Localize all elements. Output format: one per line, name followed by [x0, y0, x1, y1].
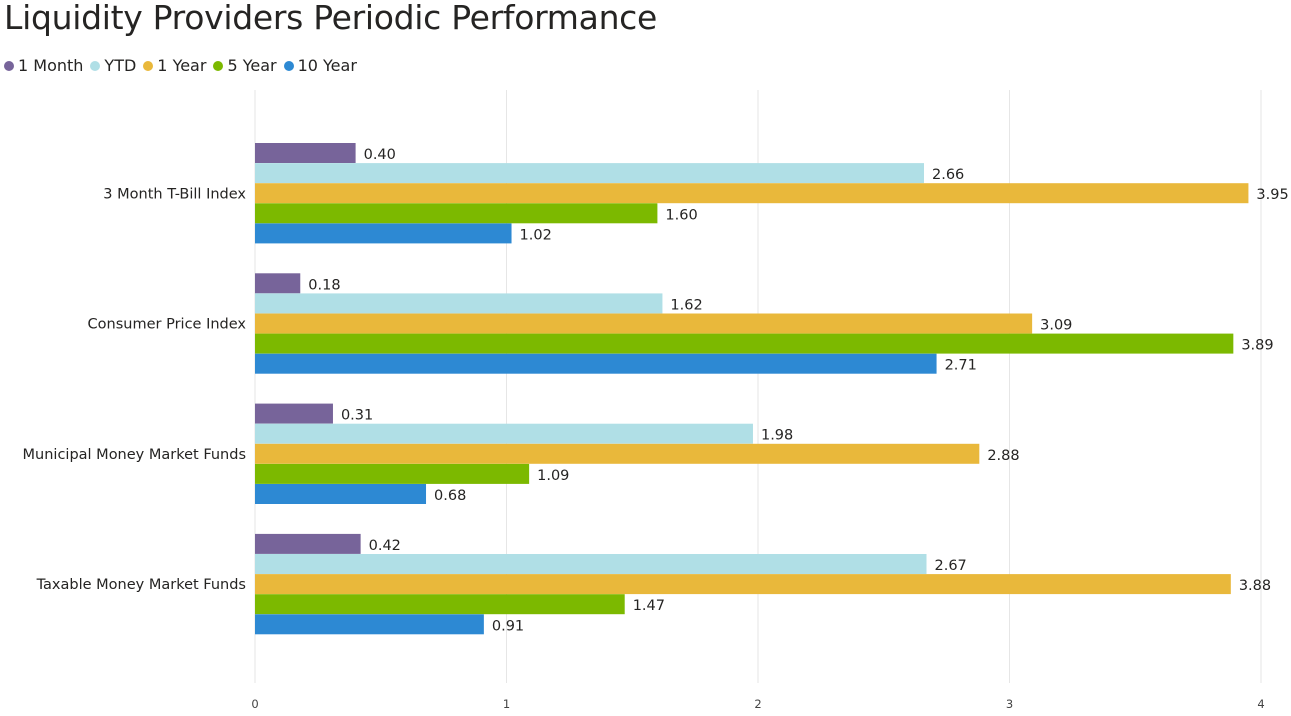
bar: [255, 183, 1249, 204]
bar: [255, 533, 361, 554]
data-label: 0.91: [492, 618, 524, 634]
bar: [255, 313, 1033, 334]
data-label: 1.62: [670, 297, 702, 313]
data-label: 3.95: [1256, 187, 1288, 203]
x-tick-label: 0: [251, 697, 258, 711]
bar: [255, 353, 937, 374]
bar: [255, 163, 924, 184]
data-label: 3.09: [1040, 318, 1072, 334]
bar: [255, 403, 333, 424]
legend-marker: [143, 60, 154, 71]
category-label: Taxable Money Market Funds: [36, 577, 246, 593]
bar: [255, 293, 663, 314]
bar: [255, 554, 927, 574]
legend-item: 1 Month: [4, 56, 83, 75]
legend-item: 10 Year: [283, 56, 357, 75]
legend-item: 1 Year: [143, 56, 206, 75]
bar: [255, 614, 484, 635]
bar: [255, 484, 427, 504]
bar: [255, 423, 753, 444]
data-label: 0.18: [308, 277, 340, 293]
category-label: Municipal Money Market Funds: [23, 447, 246, 463]
data-label: 0.40: [364, 147, 396, 163]
category-label: Consumer Price Index: [88, 317, 247, 333]
bar: [255, 443, 980, 464]
legend-label: 10 Year: [297, 56, 357, 75]
bar: [255, 223, 512, 244]
legend-label: 1 Month: [18, 56, 84, 75]
data-label: 2.66: [932, 167, 964, 183]
data-label: 1.60: [665, 207, 697, 223]
legend-label: 1 Year: [157, 56, 207, 75]
data-label: 3.89: [1241, 338, 1273, 354]
bar: [255, 594, 625, 615]
x-tick-label: 2: [754, 697, 761, 711]
legend-item: YTD: [90, 56, 136, 75]
data-label: 0.68: [434, 488, 466, 504]
legend-item: 5 Year: [213, 56, 277, 75]
chart-legend: 1 Month YTD 1 Year 5 Year 10 Year: [4, 56, 364, 75]
data-label: 1.47: [633, 598, 665, 614]
category-label: 3 Month T-Bill Index: [103, 186, 246, 202]
legend-label: YTD: [104, 56, 137, 75]
bar: [255, 273, 301, 294]
x-tick-label: 4: [1257, 697, 1264, 711]
bar: [255, 463, 530, 484]
legend-label: 5 Year: [227, 56, 277, 75]
x-tick-label: 1: [503, 697, 510, 711]
data-label: 1.02: [520, 227, 552, 243]
data-label: 2.67: [935, 558, 967, 574]
x-tick-label: 3: [1006, 697, 1013, 711]
data-label: 3.88: [1239, 578, 1271, 594]
legend-marker: [213, 60, 224, 71]
chart-title: Liquidity Providers Periodic Performance: [4, 0, 658, 37]
data-label: 0.42: [369, 538, 401, 554]
data-label: 2.71: [945, 358, 977, 374]
bar: [255, 574, 1231, 595]
data-label: 2.88: [987, 448, 1019, 464]
legend-marker: [90, 60, 101, 71]
legend-marker: [283, 60, 294, 71]
bar: [255, 203, 658, 224]
data-label: 0.31: [341, 408, 373, 424]
bar: [255, 333, 1234, 354]
bar: [255, 143, 356, 163]
data-label: 1.98: [761, 428, 793, 444]
legend-marker: [4, 60, 14, 71]
data-label: 1.09: [537, 468, 569, 484]
